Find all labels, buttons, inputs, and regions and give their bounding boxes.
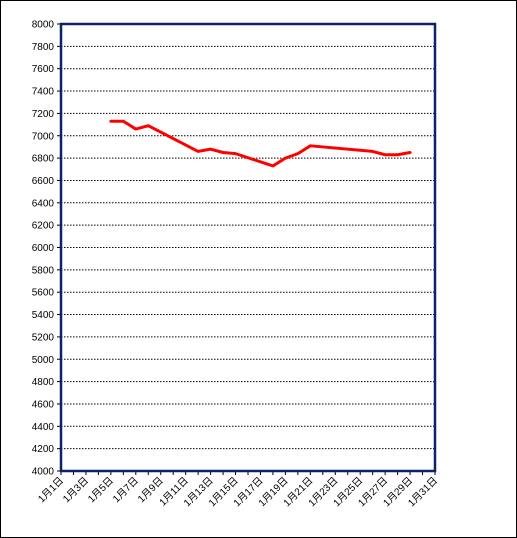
y-tick-label: 6400 [32,198,55,209]
y-tick-label: 8000 [32,20,55,31]
y-tick-label: 5400 [32,310,55,321]
y-tick-label: 7000 [32,131,55,142]
series-line [109,119,412,168]
x-tick-label: 1月5日 [85,475,115,505]
y-tick-label: 6600 [32,176,55,187]
x-tick-label: 1月7日 [110,475,140,505]
y-tick-label: 6800 [32,154,55,165]
y-tick-label: 5000 [32,355,55,366]
y-tick-label: 6200 [32,221,55,232]
y-axis-ticks: 4000 4200 4400 4600 4800 5000 5200 5400 5600 5800… [32,20,61,478]
y-tick-label: 7800 [32,42,55,53]
y-tick-label: 5600 [32,288,55,299]
x-tick-label: 1月3日 [61,475,91,505]
plot-border [59,22,437,473]
y-tick-label: 6000 [32,243,55,254]
y-tick-label: 4600 [32,399,55,410]
y-tick-label: 7600 [32,64,55,75]
y-tick-label: 5800 [32,265,55,276]
y-tick-label: 4200 [32,444,55,455]
y-tick-label: 5200 [32,332,55,343]
x-axis-ticks: 1月1日1月3日1月5日1月7日1月9日1月11日1月13日1月15日1月17日… [36,471,440,509]
gridlines [61,45,435,450]
y-tick-label: 4000 [32,467,55,478]
y-tick-label: 4800 [32,377,55,388]
y-tick-label: 7400 [32,87,55,98]
x-tick-label: 1月1日 [36,475,66,505]
y-tick-label: 4400 [32,422,55,433]
y-tick-label: 7200 [32,109,55,120]
